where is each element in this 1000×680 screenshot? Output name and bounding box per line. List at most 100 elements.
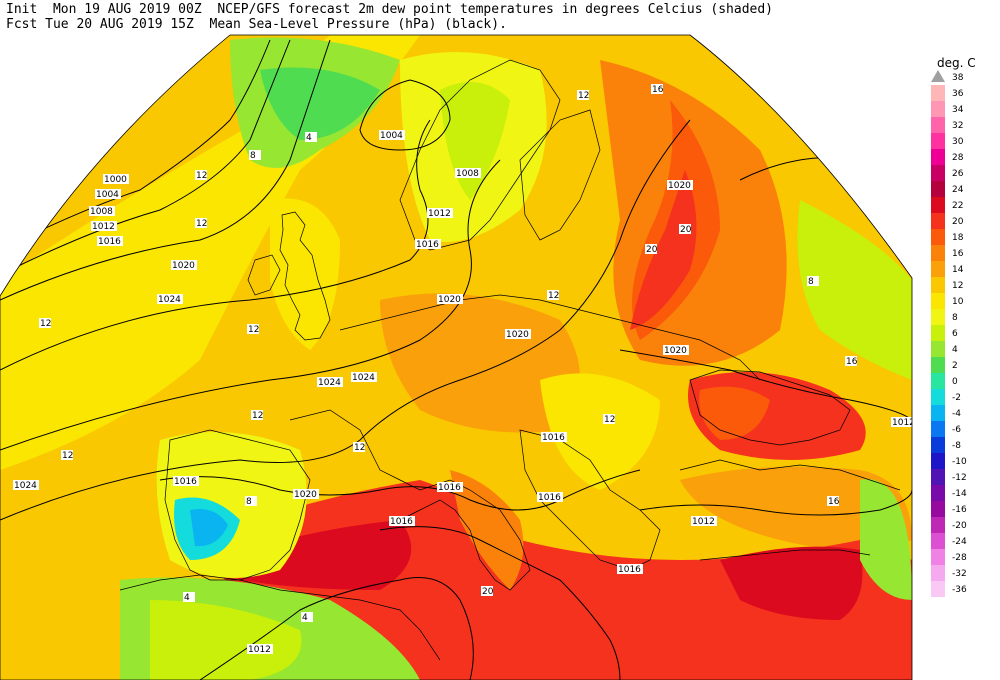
legend-swatch [931,341,945,357]
isobar-label: 1004 [380,131,403,141]
legend-label: -28 [952,553,967,563]
legend-swatch [931,565,945,581]
british-isles [270,198,340,350]
dewpoint-label: 20 [482,587,494,597]
legend-swatch [931,133,945,149]
isobar-label: 1008 [90,207,113,217]
isobar-label: 1020 [172,261,195,271]
isobar-label: 1012 [428,209,451,219]
dewpoint-label: 12 [196,171,207,181]
dewpoint-label: 16 [828,497,840,507]
legend-swatch [931,101,945,117]
legend-label: -14 [952,489,967,499]
legend-label: 18 [952,233,964,243]
black-sea-west [699,386,770,440]
legend-swatch [931,117,945,133]
legend-label: -16 [952,505,967,515]
isobar-label: 1020 [664,346,687,356]
legend-label: 12 [952,281,963,291]
legend-swatch [931,293,945,309]
legend-swatch [931,421,945,437]
legend-swatch [931,197,945,213]
legend-swatch [931,149,945,165]
legend-label: -12 [952,473,967,483]
legend-label: 22 [952,201,963,211]
legend-swatch [931,229,945,245]
dewpoint-label: 12 [196,219,207,229]
legend-swatch [931,453,945,469]
legend-label: 20 [952,217,964,227]
isobars [0,39,912,680]
legend-swatch [931,469,945,485]
north-green-dark [260,67,380,140]
isobar-label: 1016 [174,477,197,487]
middle-east [860,479,912,600]
legend-swatch [931,437,945,453]
legend-label: -20 [952,521,967,531]
legend-swatch [931,165,945,181]
legend-title: deg. C [937,56,976,70]
legend-label: -2 [952,393,961,403]
isobar-label: 1016 [618,565,641,575]
isobar-label: 1024 [14,481,37,491]
legend-swatch [931,357,945,373]
isobar-label: 1020 [668,181,691,191]
legend-swatch [931,245,945,261]
dewpoint-label: 16 [846,357,858,367]
isobar-label: 1020 [506,330,529,340]
legend-label: 2 [952,361,958,371]
isobar-label: 1012 [248,645,271,655]
legend-swatch [931,517,945,533]
legend-swatch [931,405,945,421]
legend-label: 6 [952,329,958,339]
isobar-label: 1024 [352,373,375,383]
legend-swatch [931,373,945,389]
legend-label: 0 [952,377,958,387]
isobar-label: 1024 [318,378,341,388]
dewpoint-labels: 4 8 12 12 12 12 12 12 12 12 16 16 20 20 … [39,84,858,623]
isobar-label: 1016 [542,433,565,443]
legend-label: 34 [952,105,964,115]
isobar-label: 1000 [104,175,127,185]
legend-swatch [931,389,945,405]
legend-swatch [931,277,945,293]
legend-label: 32 [952,121,963,131]
dewpoint-label: 20 [680,225,692,235]
legend-swatch [931,213,945,229]
dewpoint-label: 12 [604,415,615,425]
legend-swatch [931,549,945,565]
isobar-label: 1016 [438,483,461,493]
legend-swatch [931,85,945,101]
isobar-label: 1012 [92,222,115,232]
coastlines [119,59,901,661]
color-legend: 38363432302826242220181614121086420-2-4-… [931,70,967,597]
legend-label: 4 [952,345,958,355]
dewpoint-label: 4 [302,613,308,623]
legend-label: -36 [952,585,967,595]
legend-swatch [931,485,945,501]
balkans [540,373,660,490]
dewpoint-label: 12 [548,291,559,301]
isobar-label: 1008 [456,169,479,179]
north-africa-light [150,600,302,680]
legend-arrow [931,70,945,82]
turkey [680,466,912,550]
legend-swatch [931,261,945,277]
legend-label: 38 [952,73,964,83]
legend-label: -8 [952,441,961,451]
dewpoint-label: 20 [646,245,658,255]
dewpoint-label: 12 [354,443,365,453]
iberia-drier [190,509,228,547]
russia-hot [630,170,697,330]
dewpoint-label: 12 [40,319,51,329]
dewpoint-label: 4 [184,593,190,603]
dewpoint-label: 4 [306,133,312,143]
isobar-label: 1012 [692,517,715,527]
legend-swatch [931,309,945,325]
legend-label: 8 [952,313,958,323]
legend-label: 10 [952,297,964,307]
legend-swatch [931,581,945,597]
isobar-label: 1020 [438,295,461,305]
isobar-label: 1016 [538,493,561,503]
isobar-label: 1004 [96,190,119,200]
